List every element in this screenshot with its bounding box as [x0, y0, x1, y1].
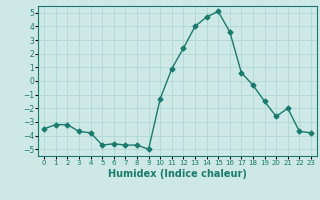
X-axis label: Humidex (Indice chaleur): Humidex (Indice chaleur) [108, 169, 247, 179]
